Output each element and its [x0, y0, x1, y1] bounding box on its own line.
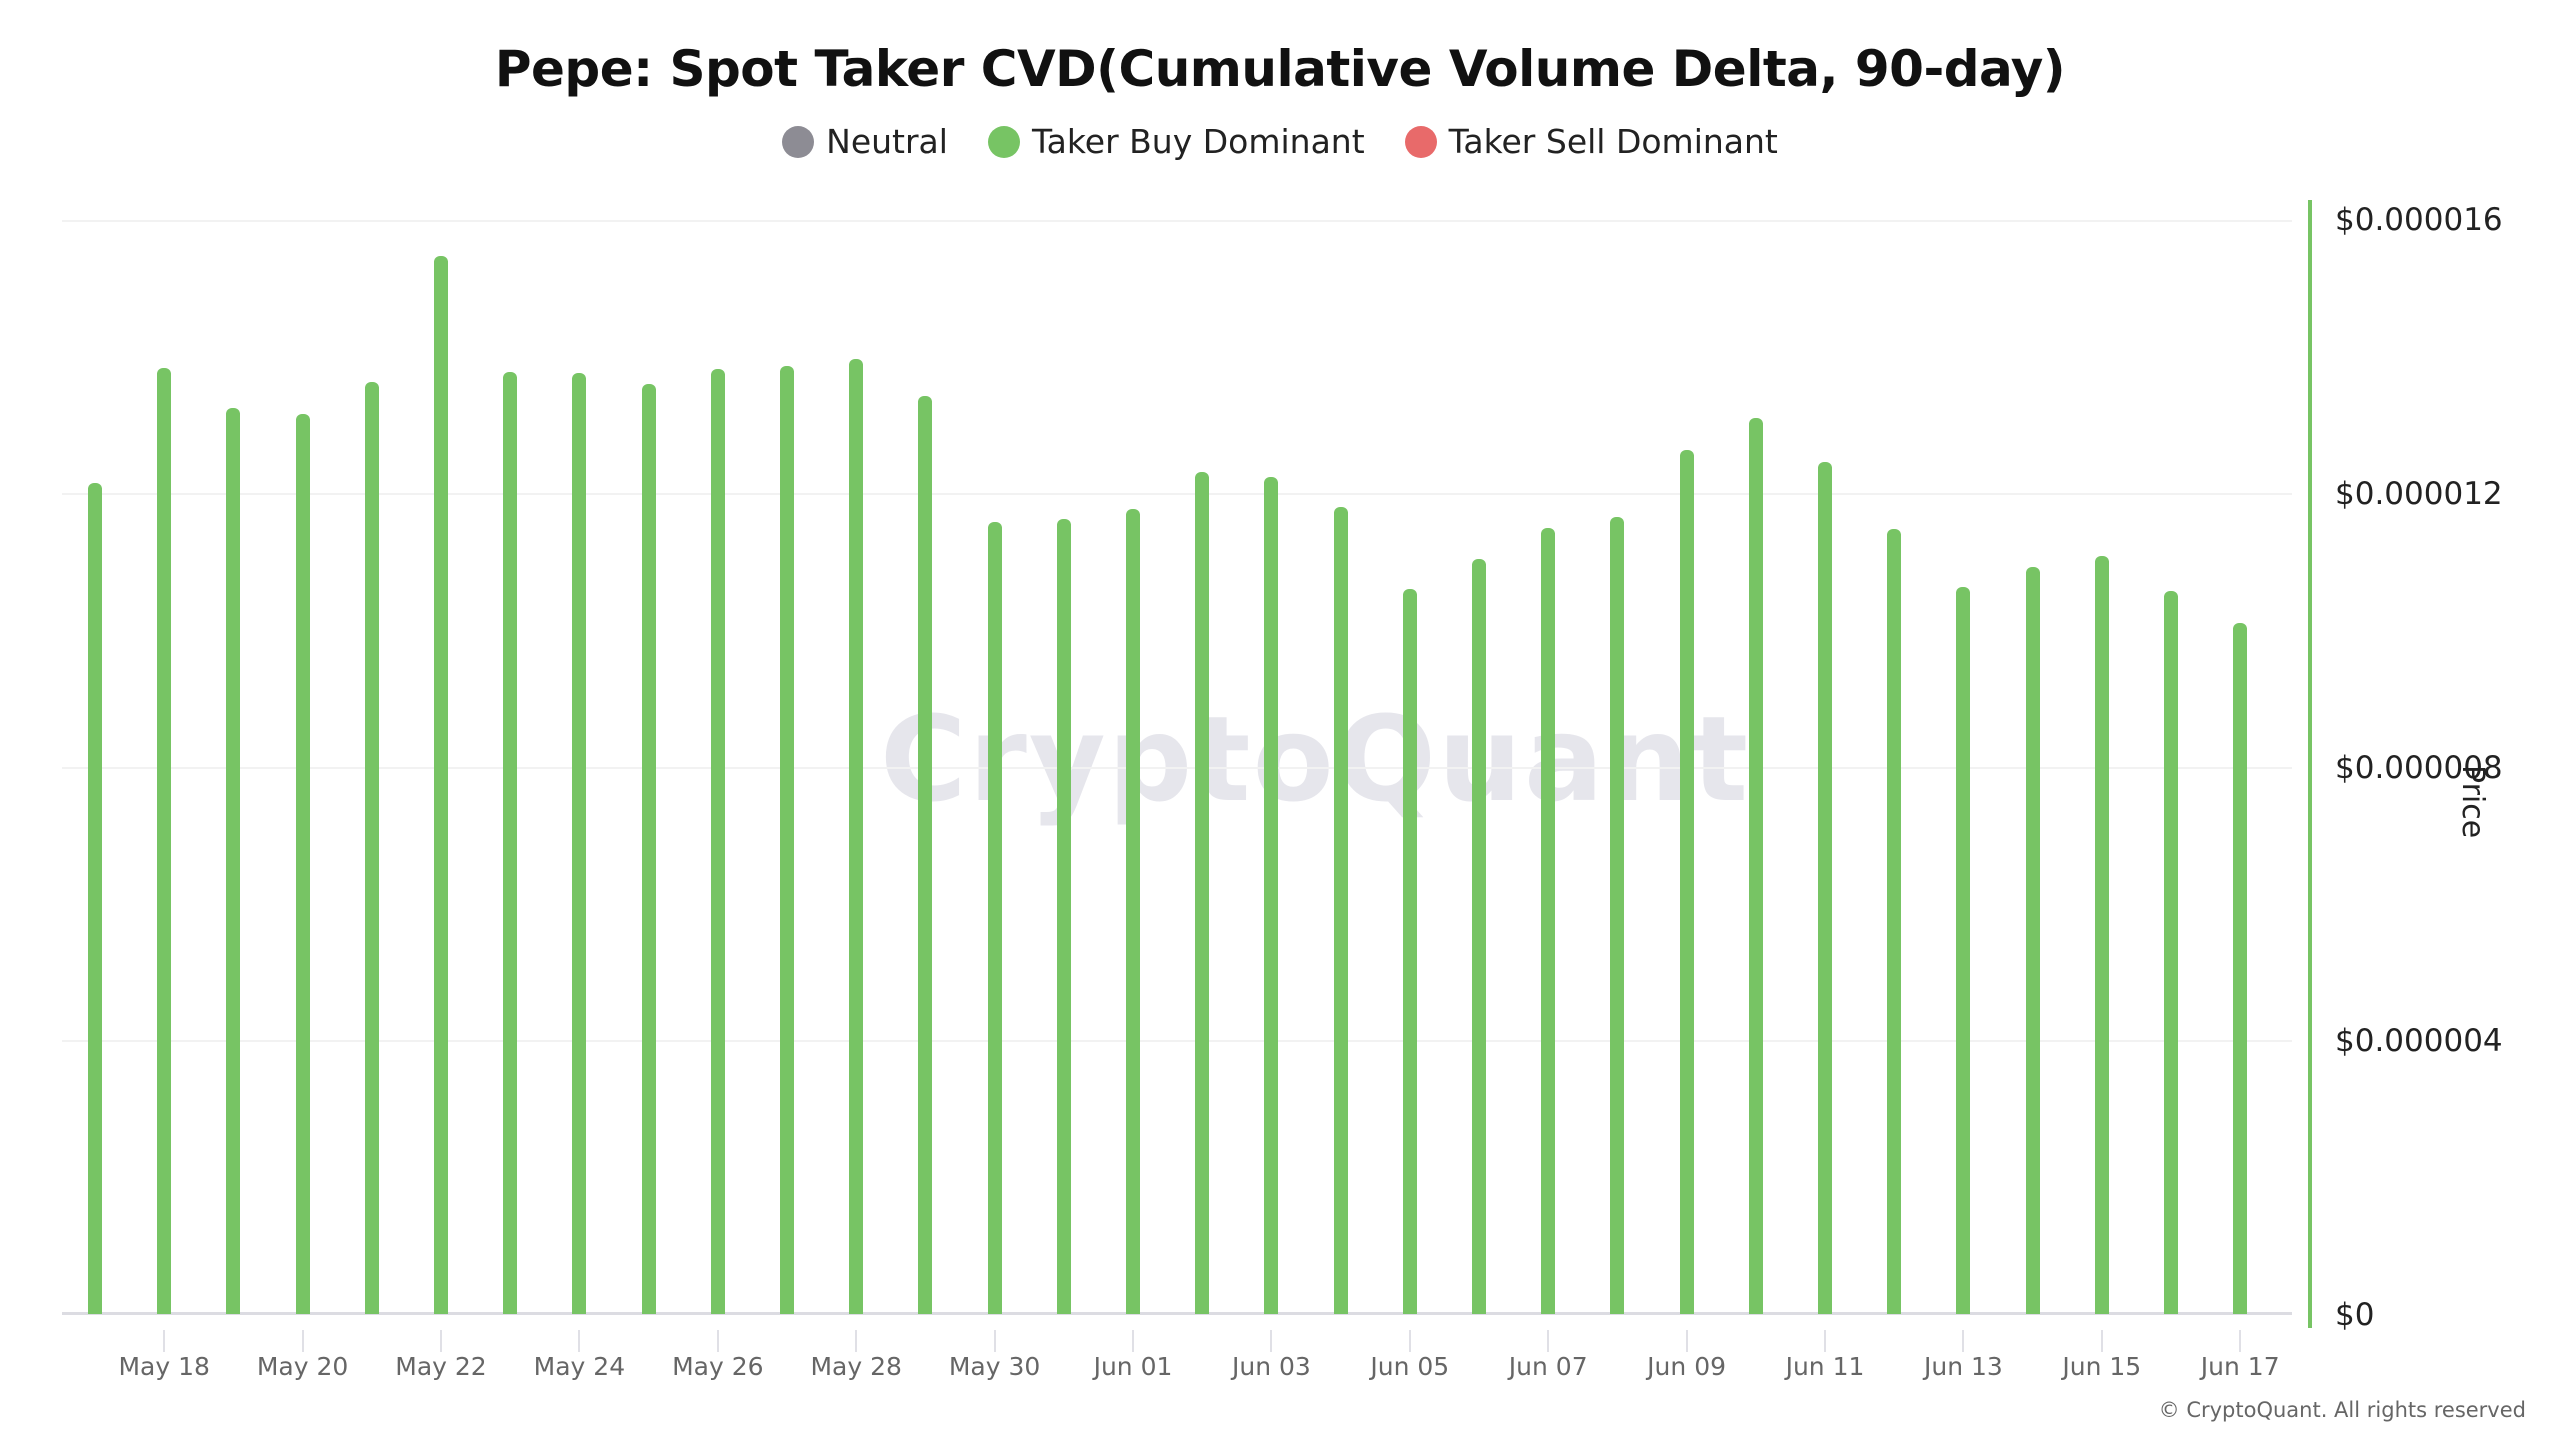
bar-jun-16[interactable]: [2164, 591, 2178, 1314]
gridline: [62, 767, 2292, 769]
x-tick-mark: [993, 1330, 996, 1352]
bar-jun-15[interactable]: [2094, 556, 2109, 1314]
x-tick-label: Jun 03: [1231, 1352, 1311, 1381]
x-tick-mark: [855, 1330, 858, 1352]
x-tick-label: Jun 17: [2200, 1352, 2280, 1381]
y-axis-line: [2308, 200, 2312, 1328]
bar-jun-11[interactable]: [1818, 462, 1832, 1314]
x-tick-label: Jun 13: [1923, 1352, 2003, 1381]
x-tick-mark: [1547, 1330, 1550, 1352]
gridline: [62, 220, 2292, 222]
y-axis-title: Price: [2455, 765, 2490, 839]
x-tick-mark: [1824, 1330, 1826, 1352]
bar-jun-03[interactable]: [1264, 477, 1279, 1314]
bar-may-26[interactable]: [710, 369, 725, 1314]
y-tick-label: $0.000016: [2335, 202, 2503, 238]
bar-jun-13[interactable]: [1956, 587, 1971, 1314]
x-tick-mark: [1685, 1330, 1688, 1352]
bar-may-20[interactable]: [295, 414, 310, 1314]
x-tick-mark: [163, 1330, 166, 1352]
x-tick-label: Jun 01: [1093, 1352, 1173, 1381]
x-tick-label: Jun 11: [1785, 1352, 1865, 1381]
neutral-dot-icon: [782, 125, 815, 158]
gridline: [62, 1040, 2292, 1042]
x-tick-label: May 26: [672, 1352, 764, 1381]
y-tick-label: $0.000012: [2335, 476, 2503, 512]
bar-jun-01[interactable]: [1126, 508, 1140, 1314]
bar-jun-04[interactable]: [1333, 507, 1348, 1314]
bar-may-19[interactable]: [226, 408, 241, 1314]
bar-may-28[interactable]: [849, 359, 864, 1314]
x-axis-line: [62, 1312, 2292, 1315]
x-tick-label: May 18: [118, 1352, 210, 1381]
x-tick-mark: [1962, 1330, 1965, 1352]
bar-may-24[interactable]: [572, 373, 587, 1314]
bar-may-29[interactable]: [918, 396, 933, 1314]
bar-may-30[interactable]: [987, 522, 1002, 1314]
legend-item-taker-sell[interactable]: Taker Sell Dominant: [1404, 122, 1778, 161]
legend-label: Taker Sell Dominant: [1448, 122, 1778, 161]
x-tick-label: May 20: [256, 1352, 349, 1381]
bar-may-27[interactable]: [780, 366, 794, 1314]
x-tick-label: Jun 07: [1508, 1352, 1588, 1381]
legend-item-taker-buy[interactable]: Taker Buy Dominant: [987, 122, 1365, 161]
taker-buy-dot-icon: [987, 125, 1020, 158]
x-tick-mark: [301, 1330, 304, 1352]
x-tick-mark: [578, 1330, 581, 1352]
y-tick-label: $0.000004: [2335, 1023, 2503, 1059]
bar-jun-09[interactable]: [1679, 450, 1694, 1314]
bar-jun-06[interactable]: [1472, 559, 1486, 1314]
x-tick-label: Jun 05: [1370, 1352, 1450, 1381]
x-tick-label: May 24: [533, 1352, 626, 1381]
bar-jun-02[interactable]: [1195, 471, 1210, 1314]
x-tick-mark: [1408, 1330, 1411, 1352]
bar-may-23[interactable]: [503, 372, 518, 1314]
x-tick-label: May 22: [395, 1352, 487, 1381]
x-tick-label: Jun 09: [1647, 1352, 1727, 1381]
bar-may-18[interactable]: [157, 368, 172, 1314]
copyright-footer: © CryptoQuant. All rights reserved: [2158, 1398, 2526, 1422]
bar-jun-07[interactable]: [1541, 528, 1556, 1314]
x-tick-mark: [1132, 1330, 1134, 1352]
bar-jun-05[interactable]: [1402, 588, 1417, 1314]
x-tick-label: May 30: [948, 1352, 1041, 1381]
bar-may-17[interactable]: [88, 483, 102, 1314]
legend: Neutral Taker Buy Dominant Taker Sell Do…: [0, 122, 2560, 161]
bar-jun-10[interactable]: [1748, 418, 1763, 1314]
y-tick-label: $0.000008: [2335, 750, 2503, 786]
bar-jun-14[interactable]: [2025, 567, 2040, 1314]
legend-label: Neutral: [826, 122, 948, 161]
bar-jun-12[interactable]: [1887, 529, 1902, 1314]
chart-title: Pepe: Spot Taker CVD(Cumulative Volume D…: [494, 40, 2066, 98]
legend-label: Taker Buy Dominant: [1031, 122, 1365, 161]
bar-jun-08[interactable]: [1610, 517, 1625, 1314]
watermark: CryptoQuant: [880, 690, 1751, 828]
bar-may-21[interactable]: [364, 382, 379, 1314]
bar-jun-17[interactable]: [2233, 623, 2248, 1314]
x-tick-mark: [2100, 1330, 2103, 1352]
x-tick-mark: [716, 1330, 719, 1352]
gridline: [62, 493, 2292, 495]
x-tick-label: May 28: [810, 1352, 902, 1381]
x-tick-label: Jun 15: [2062, 1352, 2142, 1381]
x-tick-mark: [2239, 1330, 2242, 1352]
legend-item-neutral[interactable]: Neutral: [782, 122, 948, 161]
bar-may-31[interactable]: [1056, 519, 1071, 1314]
x-tick-mark: [1270, 1330, 1273, 1352]
y-tick-label: $0: [2335, 1297, 2375, 1333]
taker-sell-dot-icon: [1404, 125, 1437, 158]
bar-may-22[interactable]: [434, 255, 448, 1314]
bar-may-25[interactable]: [641, 384, 656, 1314]
plot-area[interactable]: [62, 200, 2292, 1315]
x-tick-mark: [440, 1330, 442, 1352]
